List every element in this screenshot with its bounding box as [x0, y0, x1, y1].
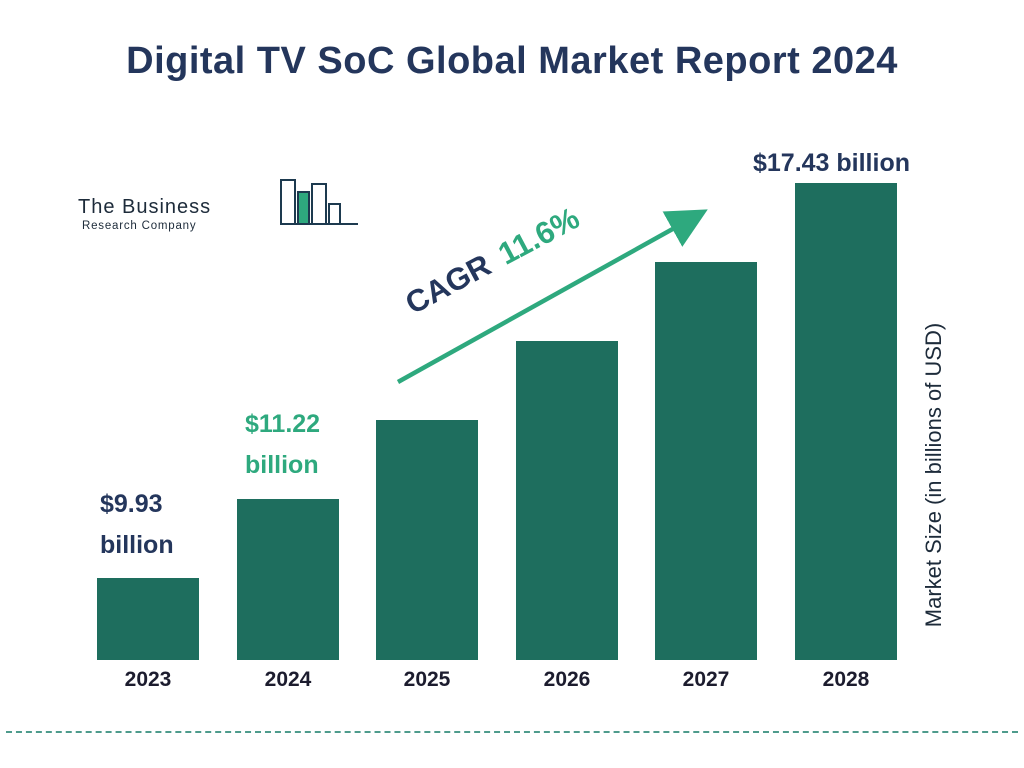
- value-label-2024: $11.22 billion: [245, 410, 321, 480]
- logo-bars-icon: [198, 178, 358, 245]
- bar-2024: [237, 499, 339, 660]
- company-logo: The Business Research Company: [78, 179, 358, 256]
- x-tick-2028: 2028: [822, 668, 870, 691]
- y-axis-label: Market Size (in billions of USD): [921, 322, 946, 628]
- logo-text-line1: The Business: [78, 196, 212, 218]
- bar-2025: [376, 420, 478, 660]
- bar-2027: [655, 262, 757, 660]
- bottom-dashed-divider: [6, 731, 1018, 733]
- cagr-label: CAGR: [399, 247, 497, 322]
- cagr-annotation: CAGR11.6%: [400, 200, 586, 322]
- x-tick-2024: 2024: [264, 668, 312, 691]
- logo-text-line2: Research Company: [82, 220, 197, 232]
- page-title: Digital TV SoC Global Market Report 2024: [126, 40, 898, 82]
- x-tick-2025: 2025: [403, 668, 451, 691]
- bar-2026: [516, 341, 618, 660]
- x-tick-2023: 2023: [124, 668, 172, 691]
- value-label-2023: $9.93 billion: [100, 490, 174, 560]
- x-tick-2027: 2027: [682, 668, 730, 691]
- bar-2023: [97, 578, 199, 660]
- x-tick-2026: 2026: [543, 668, 591, 691]
- value-label-2028: $17.43 billion: [752, 149, 910, 177]
- bar-2028: [795, 183, 897, 660]
- cagr-value: 11.6%: [492, 200, 586, 272]
